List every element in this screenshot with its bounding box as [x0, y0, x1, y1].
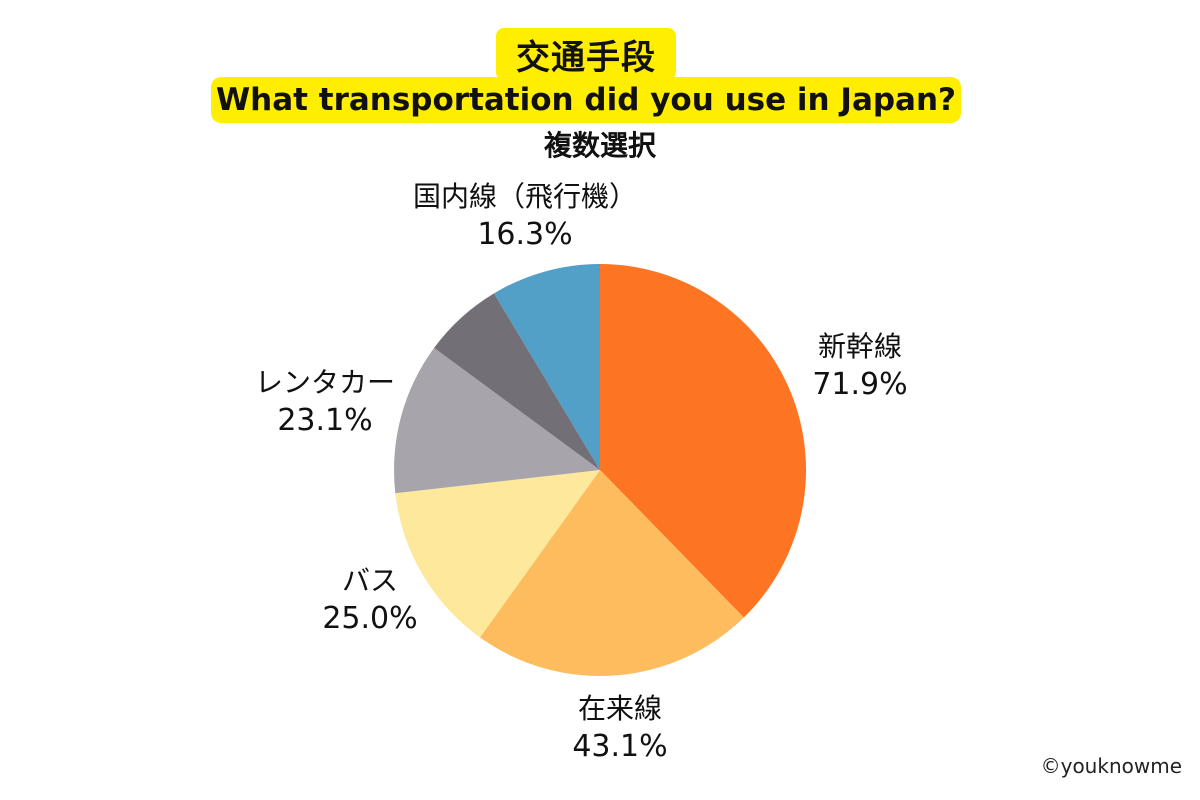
label-shinkansen: 新幹線 71.9%: [780, 328, 940, 404]
copyright: ©youknowme: [1040, 754, 1182, 778]
pie-slice-3: [394, 347, 600, 494]
label-value: 25.0%: [322, 601, 418, 636]
title-jp-highlight: 交通手段: [496, 28, 676, 80]
label-value: 23.1%: [277, 403, 373, 438]
chart-subtitle: 複数選択: [543, 129, 656, 162]
label-value: 16.3%: [477, 217, 573, 252]
label-rentacar: レンタカー 23.1%: [240, 364, 410, 440]
label-zairaisen: 在来線 43.1%: [520, 690, 720, 766]
label-name: 国内線（飛行機）: [412, 180, 637, 213]
pie-slice-4: [434, 293, 600, 470]
chart-title-en: What transportation did you use in Japan…: [215, 82, 957, 118]
label-value: 43.1%: [572, 729, 668, 764]
pie-slice-2: [395, 470, 600, 638]
title-en-highlight: What transportation did you use in Japan…: [211, 77, 961, 123]
label-name: バス: [341, 564, 398, 597]
label-name: 新幹線: [817, 330, 902, 363]
pie-slice-5: [494, 264, 600, 470]
label-value: 71.9%: [812, 367, 908, 402]
pie-slice-1: [479, 470, 744, 677]
label-bus: バス 25.0%: [290, 562, 450, 638]
label-name: レンタカー: [254, 366, 395, 399]
chart-title-jp: 交通手段: [516, 37, 656, 78]
label-domestic-flight: 国内線（飛行機） 16.3%: [410, 178, 640, 254]
pie-slice-0: [600, 264, 806, 618]
label-name: 在来線: [577, 692, 662, 725]
